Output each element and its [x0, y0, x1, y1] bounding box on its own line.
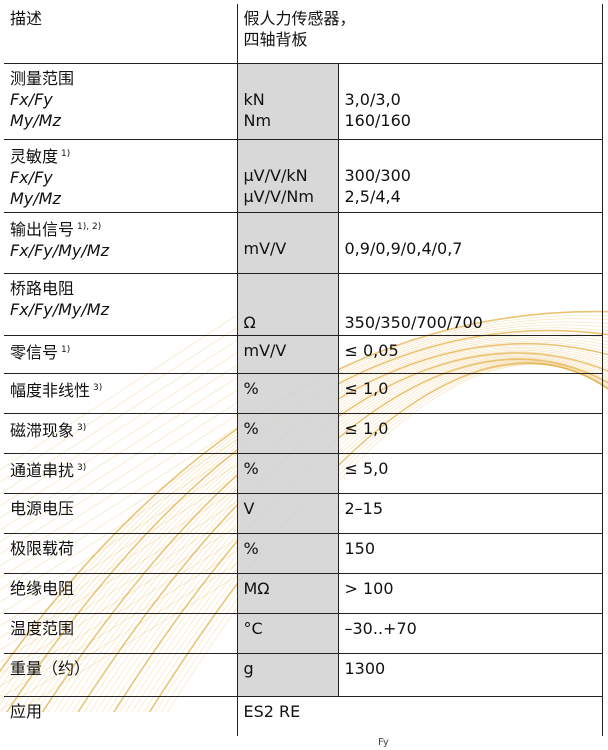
- table-row: 桥路电阻 Fx/Fy/My/Mz Ω 350/350/700/700: [4, 272, 603, 336]
- table-row: 通道串扰 3)% ≤ 5,0: [4, 452, 603, 494]
- header-value: 假人力传感器， 四轴背板: [236, 4, 603, 64]
- footer-label: Fy: [378, 737, 389, 748]
- header-row: 描述 假人力传感器， 四轴背板: [4, 4, 603, 64]
- table-row: 输出信号 1), 2) Fx/Fy/My/Mz mV/V 0,9/0,9/0,4/0…: [4, 211, 603, 274]
- row-label: 测量范围: [10, 68, 75, 88]
- table-row: 磁滞现象 3)% ≤ 1,0: [4, 412, 603, 454]
- table-row: 零信号 1) mV/V ≤ 0,05: [4, 334, 603, 374]
- table-row: 幅度非线性 3)% ≤ 1,0: [4, 372, 603, 414]
- application-row: 应用 ES2 RE: [4, 695, 603, 736]
- table-row: 极限载荷% 150: [4, 532, 603, 574]
- header-label: 描述: [4, 4, 238, 64]
- table-row: 温度范围 °C –30..+70: [4, 612, 603, 654]
- spec-table: 描述 假人力传感器， 四轴背板 测量范围 Fx/Fy My/Mz kN Nm 3,0/3…: [4, 4, 603, 736]
- table-row: 测量范围 Fx/Fy My/Mz kN Nm 3,0/3,0 160/160: [4, 62, 603, 140]
- table-row: 电源电压 V 2–15: [4, 492, 603, 534]
- table-row: 灵敏度 1) Fx/Fy My/Mz µV/V/kN µV/V/Nm 300/300 2,…: [4, 138, 603, 213]
- table-row: 重量（约） g 1300: [4, 652, 603, 697]
- table-row: 绝缘电阻 MΩ > 100: [4, 572, 603, 614]
